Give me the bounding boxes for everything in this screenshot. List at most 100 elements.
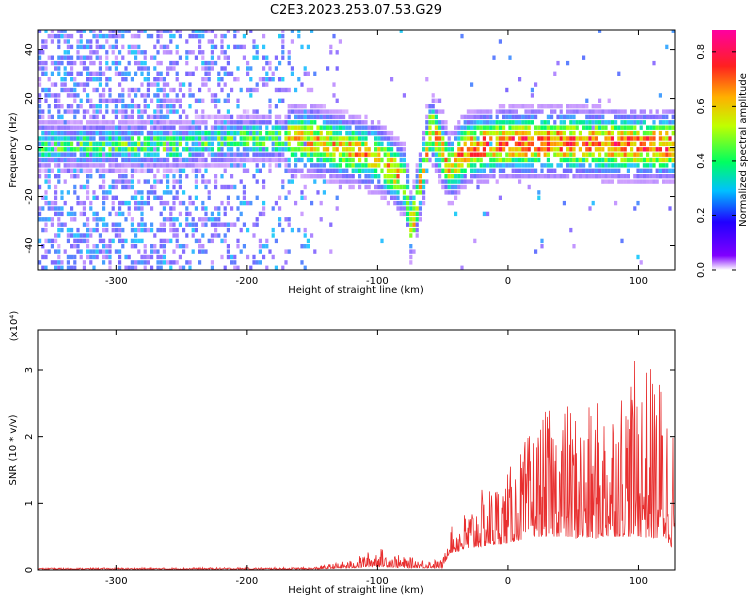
heatmap-cell <box>367 190 371 195</box>
heatmap-cell <box>310 168 314 173</box>
heatmap-cell <box>652 130 656 136</box>
heatmap-cell <box>441 179 445 184</box>
heatmap-cell <box>326 147 330 152</box>
heatmap-cell <box>70 233 74 238</box>
heatmap-cell <box>262 179 266 184</box>
heatmap-cell <box>553 174 557 179</box>
heatmap-cell <box>194 109 198 114</box>
heatmap-cell <box>153 44 157 50</box>
heatmap-cell <box>492 157 496 163</box>
heatmap-cell <box>486 179 490 184</box>
heatmap-cell <box>287 55 291 60</box>
heatmap-cell <box>162 30 166 33</box>
heatmap-cell <box>127 152 131 157</box>
heatmap-cell <box>223 130 227 136</box>
heatmap-cell <box>159 44 163 50</box>
heatmap-cell <box>354 120 358 125</box>
heatmap-cell <box>214 184 218 190</box>
heatmap-cell <box>246 130 250 136</box>
heatmap-cell <box>569 141 573 147</box>
heatmap-cell <box>556 163 560 168</box>
heatmap-cell <box>521 136 525 141</box>
heatmap-cell <box>118 179 122 184</box>
heatmap-cell <box>76 168 80 173</box>
heatmap-cell <box>508 136 512 141</box>
heatmap-cell <box>310 174 314 179</box>
heatmap-cell <box>348 141 352 147</box>
heatmap-cell <box>223 136 227 141</box>
heatmap-cell <box>351 130 355 136</box>
heatmap-cell <box>463 141 467 147</box>
heatmap-cell <box>585 174 589 179</box>
heatmap-cell <box>255 125 259 130</box>
heatmap-cell <box>108 157 112 163</box>
heatmap-cell <box>412 184 416 190</box>
heatmap-cell <box>233 254 237 260</box>
heatmap-cell <box>54 211 58 217</box>
heatmap-cell <box>578 147 582 152</box>
heatmap-cell <box>162 227 166 233</box>
heatmap-cell <box>518 130 522 136</box>
heatmap-cell <box>198 260 202 265</box>
heatmap-cell <box>76 104 80 109</box>
heatmap-cell <box>534 82 538 87</box>
heatmap-cell <box>89 104 93 109</box>
heatmap-cell <box>57 265 61 270</box>
heatmap-cell <box>310 147 314 152</box>
heatmap-cell <box>111 44 115 50</box>
heatmap-cell <box>626 157 630 163</box>
heatmap-cell <box>274 130 278 136</box>
heatmap-cell <box>303 136 307 141</box>
heatmap-cell <box>60 136 64 141</box>
heatmap-cell <box>396 152 400 157</box>
heatmap-cell <box>252 55 256 60</box>
heatmap-cell <box>207 77 211 82</box>
heatmap-cell <box>319 141 323 147</box>
heatmap-cell <box>601 147 605 152</box>
heatmap-cell <box>236 141 240 147</box>
heatmap-cell <box>527 174 531 179</box>
heatmap-cell <box>207 190 211 195</box>
heatmap-cell <box>217 157 221 163</box>
heatmap-cell <box>134 163 138 168</box>
heatmap-cell <box>278 60 282 66</box>
heatmap-cell <box>438 136 442 141</box>
heatmap-cell <box>82 238 86 244</box>
heatmap-cell <box>89 147 93 152</box>
heatmap-cell <box>223 98 227 103</box>
heatmap-cell <box>86 82 90 87</box>
heatmap-cell <box>255 217 259 222</box>
heatmap-cell <box>182 147 186 152</box>
heatmap-cell <box>242 152 246 157</box>
heatmap-cell <box>82 82 86 87</box>
heatmap-cell <box>374 136 378 141</box>
heatmap-cell <box>658 141 662 147</box>
heatmap-cell <box>617 141 621 147</box>
heatmap-cell <box>534 157 538 163</box>
heatmap-cell <box>335 120 339 125</box>
y-tick-label: 0 <box>24 144 35 150</box>
heatmap-cell <box>178 98 182 103</box>
heatmap-cell <box>358 120 362 125</box>
heatmap-cell <box>38 82 42 87</box>
heatmap-cell <box>319 125 323 130</box>
heatmap-cell <box>143 120 147 125</box>
heatmap-cell <box>127 254 131 260</box>
heatmap-cell <box>57 222 61 227</box>
heatmap-cell <box>623 109 627 114</box>
heatmap-cell <box>63 222 67 227</box>
heatmap-cell <box>239 152 243 157</box>
heatmap-cell <box>399 141 403 147</box>
heatmap-cell <box>169 60 173 66</box>
heatmap-cell <box>566 141 570 147</box>
heatmap-cell <box>57 120 61 125</box>
heatmap-cell <box>607 179 611 184</box>
heatmap-cell <box>425 152 429 157</box>
heatmap-cell <box>70 265 74 270</box>
heatmap-cell <box>188 87 192 93</box>
heatmap-cell <box>105 77 109 82</box>
heatmap-cell <box>607 163 611 168</box>
heatmap-cell <box>143 157 147 163</box>
heatmap-cell <box>374 147 378 152</box>
heatmap-cell <box>274 125 278 130</box>
